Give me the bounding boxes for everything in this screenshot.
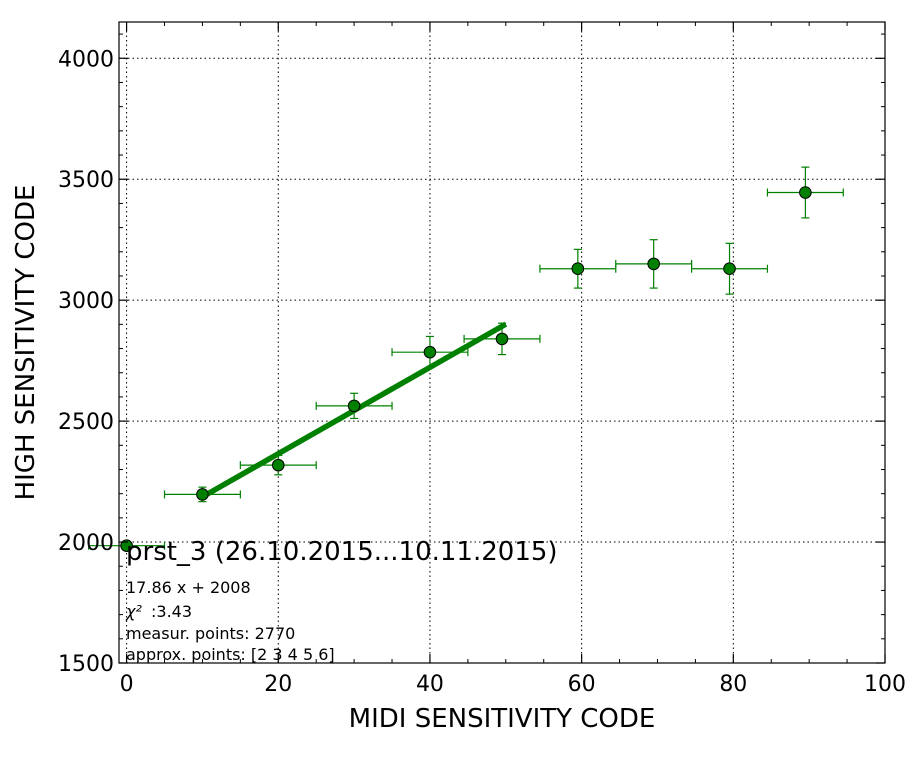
x-tick-label: 100 [864, 672, 906, 697]
data-point [163, 486, 241, 503]
point-marker [799, 186, 812, 199]
data-point [88, 539, 166, 552]
data-point [315, 392, 393, 420]
point-marker [271, 458, 285, 472]
data-point [691, 242, 769, 295]
annotation-approx-points: approx. points: [2 3 4 5 6] [126, 645, 335, 664]
x-tick-label: 60 [568, 672, 596, 697]
x-tick-label: 80 [719, 672, 747, 697]
point-marker [423, 345, 437, 359]
points-layer [88, 166, 844, 552]
y-axis-label: HIGH SENSITIVITY CODE [11, 185, 41, 501]
y-tick-label: 3500 [58, 168, 114, 193]
y-tick-label: 2000 [58, 531, 114, 556]
point-marker [647, 257, 660, 271]
x-tick-label: 0 [120, 672, 134, 697]
data-point [239, 454, 317, 476]
y-tick-label: 2500 [58, 410, 114, 435]
x-tick-label: 40 [416, 672, 444, 697]
y-tick-label: 1500 [58, 652, 114, 677]
point-marker [120, 539, 133, 552]
annotation-title: prst_3 (26.10.2015...10.11.2015) [126, 537, 558, 567]
annotation-measur-points: measur. points: 2770 [126, 624, 295, 643]
point-marker [571, 262, 585, 276]
point-marker [196, 488, 209, 501]
point-marker [347, 399, 361, 413]
y-tick-label: 4000 [58, 47, 114, 72]
data-point [615, 239, 693, 289]
data-point [539, 248, 617, 289]
annotation-chi2-value: :3.43 [151, 602, 192, 621]
data-point [391, 335, 469, 369]
point-marker [723, 262, 736, 276]
x-axis-label: MIDI SENSITIVITY CODE [349, 704, 656, 734]
point-marker [495, 332, 509, 346]
plot-frame [118, 21, 886, 664]
data-point [766, 166, 844, 219]
y-tick-label: 3000 [58, 289, 114, 314]
annotation-equation: 17.86 x + 2008 [126, 578, 251, 597]
x-tick-label: 20 [264, 672, 292, 697]
data-point [463, 322, 541, 356]
ticks: 0 20 40 60 80 100 1500 2000 2500 3000 3500 4000 [58, 22, 906, 697]
annotation-chi2-symbol: χ² [125, 602, 142, 621]
